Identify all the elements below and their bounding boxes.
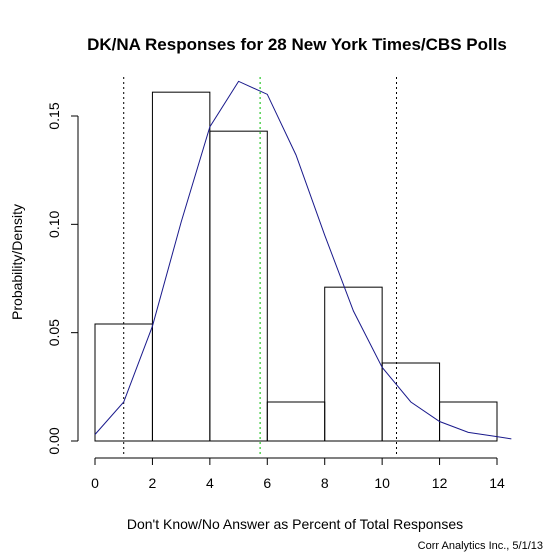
histogram-bar [266, 401, 326, 442]
y-tick-label: 0.05 [46, 319, 62, 346]
histogram-bar [151, 91, 211, 442]
x-axis-label: Don't Know/No Answer as Percent of Total… [127, 516, 463, 532]
y-tick-label: 0.10 [46, 210, 62, 237]
density-curve [94, 80, 512, 440]
y-tick-label: 0.00 [46, 427, 62, 454]
x-tick-label: 2 [149, 475, 157, 491]
x-tick-label: 8 [321, 475, 329, 491]
plot-area: 0 2 4 6 8 10 12 14 0.00 0.05 0.10 0.15 [46, 77, 512, 491]
credit-text: Corr Analytics Inc., 5/1/13 [418, 540, 543, 552]
x-tick-label: 14 [489, 475, 505, 491]
x-tick-label: 12 [432, 475, 448, 491]
y-axis-label: Probability/Density [9, 204, 25, 320]
x-tick-label: 10 [374, 475, 390, 491]
histogram-bar [209, 130, 268, 442]
chart-title: DK/NA Responses for 28 New York Times/CB… [87, 35, 507, 54]
x-tick-label: 6 [263, 475, 271, 491]
x-tick-label: 4 [206, 475, 214, 491]
y-tick-label: 0.15 [46, 102, 62, 129]
x-tick-label: 0 [91, 475, 99, 491]
